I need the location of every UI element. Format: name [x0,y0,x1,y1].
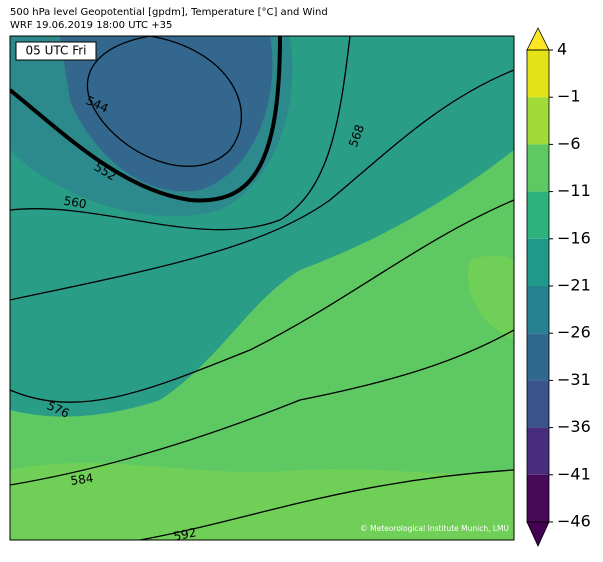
contour-line [10,329,514,486]
contours [10,36,514,540]
colorbar-band [527,191,549,239]
colorbar-extend-top [526,27,550,51]
contour-line [10,36,282,203]
title: 500 hPa level Geopotential [gpdm], Tempe… [10,7,328,18]
map-frame [9,35,515,541]
colorbar-band [527,333,549,381]
colorbar-band [527,238,549,286]
colorbar-tick-label: −16 [557,228,591,247]
colorbar-band [527,286,549,334]
colorbar-band [527,427,549,475]
time-label: 05 UTC Fri [26,44,87,58]
colorbar-tick-label: −6 [557,134,581,153]
contour-line [86,36,243,167]
temperature-region [60,36,273,192]
colorbar-tick-label: −41 [557,464,591,483]
colorbar-band [527,474,549,522]
contour-line [10,199,514,403]
colorbar-tick-label: −11 [557,181,591,200]
time-box [15,41,97,61]
contour-label: 584 [70,471,95,488]
contour-label: 560 [63,194,88,212]
contour-line [10,36,351,231]
colorbar-tick-label: −36 [557,417,591,436]
colorbar-tick-label: −26 [557,323,591,342]
colorbar-tick-label: −21 [557,276,591,295]
colorbar-tick-label: −31 [557,370,591,389]
credit: © Meteorological Institute Munich, LMU [360,524,509,533]
temperature-region [10,462,514,540]
colorbar-tick-label: −46 [557,512,591,531]
contour-label: 592 [172,525,197,543]
colorbar-band [527,97,549,145]
colorbar: 4 −1 −6 −11 −16 −21 −26 −31 −36 −41 −46 [526,27,591,547]
colorbar-band [527,50,549,98]
contour-line [10,69,514,301]
temperature-region [468,255,514,340]
colorbar-band [527,380,549,428]
colorbar-tick-label: 4 [557,40,567,59]
colorbar-extend-bottom [526,521,550,547]
subtitle: WRF 19.06.2019 18:00 UTC +35 [10,20,172,31]
contour-line [139,469,514,540]
colorbar-tick-label: −1 [557,87,581,106]
colorbar-band [527,144,549,192]
